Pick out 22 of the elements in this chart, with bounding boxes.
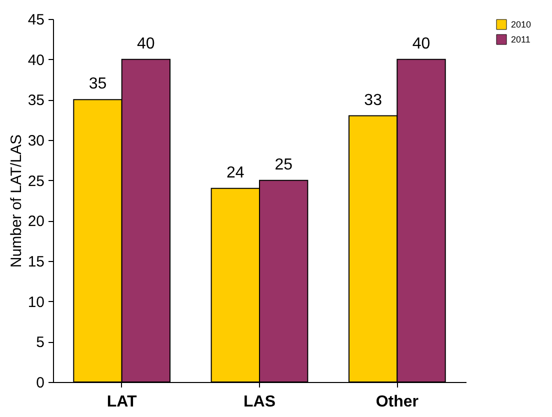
y-axis-title: Number of LAT/LAS	[8, 134, 25, 268]
y-tick-label: 30	[28, 132, 44, 150]
y-tick-label: 40	[28, 52, 44, 69]
y-tick-label: 45	[28, 12, 44, 28]
x-tick-label: Other	[376, 394, 419, 410]
y-tick-label: 0	[36, 374, 44, 392]
data-label: 24	[226, 164, 244, 182]
legend-label: 2010	[511, 20, 532, 30]
y-tick-label: 25	[28, 172, 44, 190]
x-tick-label: LAT	[106, 394, 138, 410]
legend-label: 2011	[511, 34, 530, 44]
y-tick-label: 35	[28, 92, 44, 110]
data-label: 40	[412, 35, 430, 52]
y-tick-label: 15	[28, 254, 44, 270]
data-label: 40	[137, 35, 155, 52]
x-tick-label: LAS	[244, 394, 276, 410]
data-label: 25	[274, 156, 293, 174]
data-label: 35	[88, 76, 107, 93]
y-tick-label: 5	[36, 334, 44, 352]
y-tick-label: 10	[28, 294, 44, 311]
data-label: 33	[364, 92, 382, 109]
y-tick-label: 20	[28, 213, 44, 230]
